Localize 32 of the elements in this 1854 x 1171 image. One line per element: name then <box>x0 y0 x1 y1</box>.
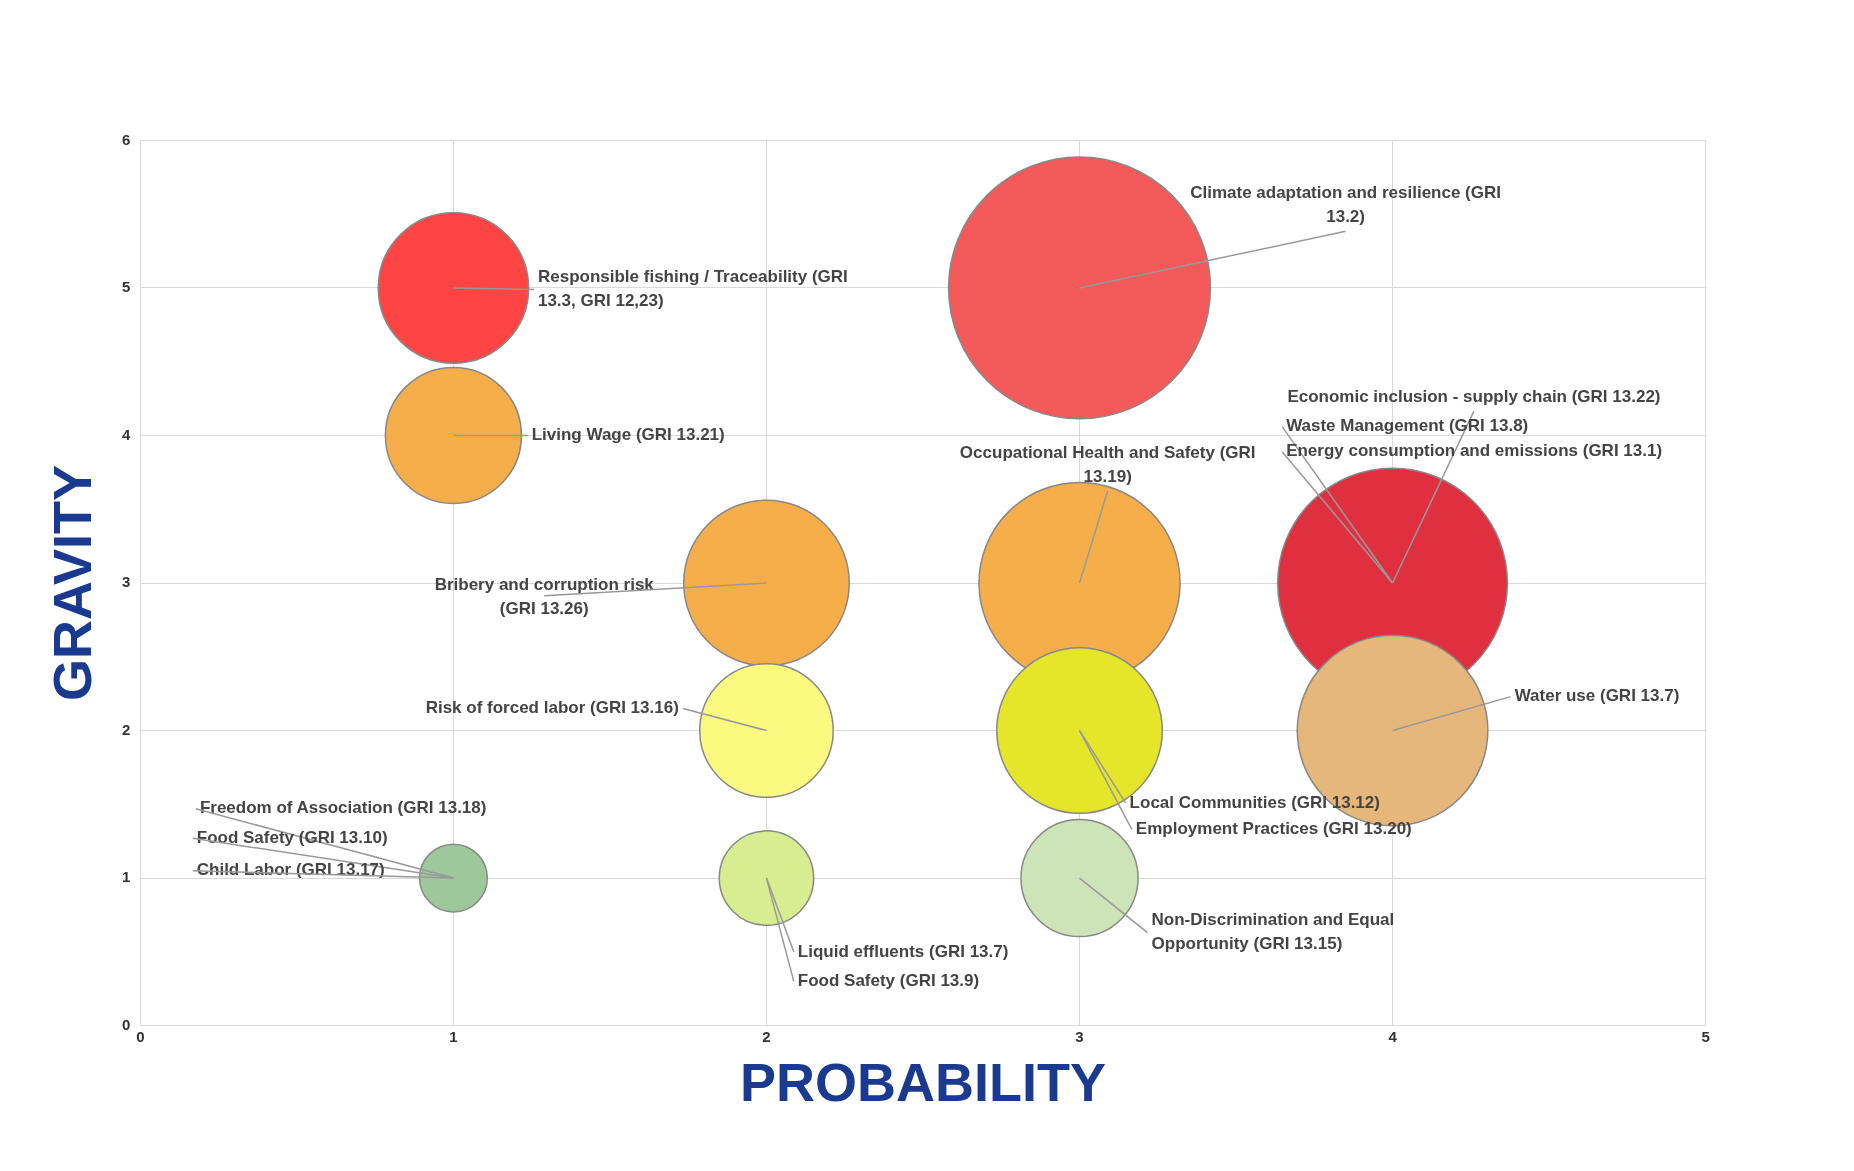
y-tick-label: 3 <box>122 573 131 591</box>
y-tick-label: 0 <box>122 1015 131 1033</box>
x-tick-label: 4 <box>1388 1027 1398 1045</box>
annotation: Living Wage (GRI 13.21) <box>531 425 725 445</box>
annotation: Employment Practices (GRI 13.20) <box>1135 819 1412 839</box>
annotation: Liquid effluents (GRI 13.7) <box>797 941 1009 961</box>
y-tick-label: 6 <box>122 130 131 148</box>
annotation: Food Safety (GRI 13.10) <box>196 827 388 847</box>
annotation: Energy consumption and emissions (GRI 13.1) <box>1286 441 1663 461</box>
annotation: Climate adaptation and resilience (GRI 13.2) <box>1190 183 1502 226</box>
x-tick-label: 2 <box>762 1027 771 1045</box>
annotation: Economic inclusion - supply chain (GRI 13.22) <box>1287 386 1661 406</box>
y-tick-label: 5 <box>122 278 131 296</box>
x-tick-label: 3 <box>1075 1027 1084 1045</box>
annotation: Non-Discrimination and Equal Opportunity (GRI 13.15) <box>1151 910 1395 954</box>
x-tick-label: 1 <box>449 1027 458 1045</box>
x-tick-label: 0 <box>136 1027 145 1045</box>
y-tick-label: 2 <box>122 720 131 738</box>
annotation: Local Communities (GRI 13.12) <box>1129 792 1380 812</box>
x-tick-label: 5 <box>1701 1027 1710 1045</box>
annotation: Food Safety (GRI 13.9) <box>797 971 980 991</box>
y-tick-label: 4 <box>122 425 132 443</box>
y-tick-label: 1 <box>122 868 131 886</box>
y-axis-title: GRAVITY <box>41 464 102 702</box>
annotation: Occupational Health and Safety (GRI 13.19) <box>959 442 1256 486</box>
annotation: Bribery and corruption risk (GRI 13.26) <box>434 575 655 619</box>
annotation: Responsible fishing / Traceability (GRI 13.3, GRI 12,23) <box>537 267 848 311</box>
annotation: Freedom of Association (GRI 13.18) <box>199 798 487 818</box>
annotation: Risk of forced labor (GRI 13.16) <box>425 698 679 718</box>
annotation: Waste Management (GRI 13.8) <box>1286 416 1529 436</box>
x-axis-title: PROBABILITY <box>739 1051 1107 1112</box>
annotation: Water use (GRI 13.7) <box>1514 686 1680 706</box>
